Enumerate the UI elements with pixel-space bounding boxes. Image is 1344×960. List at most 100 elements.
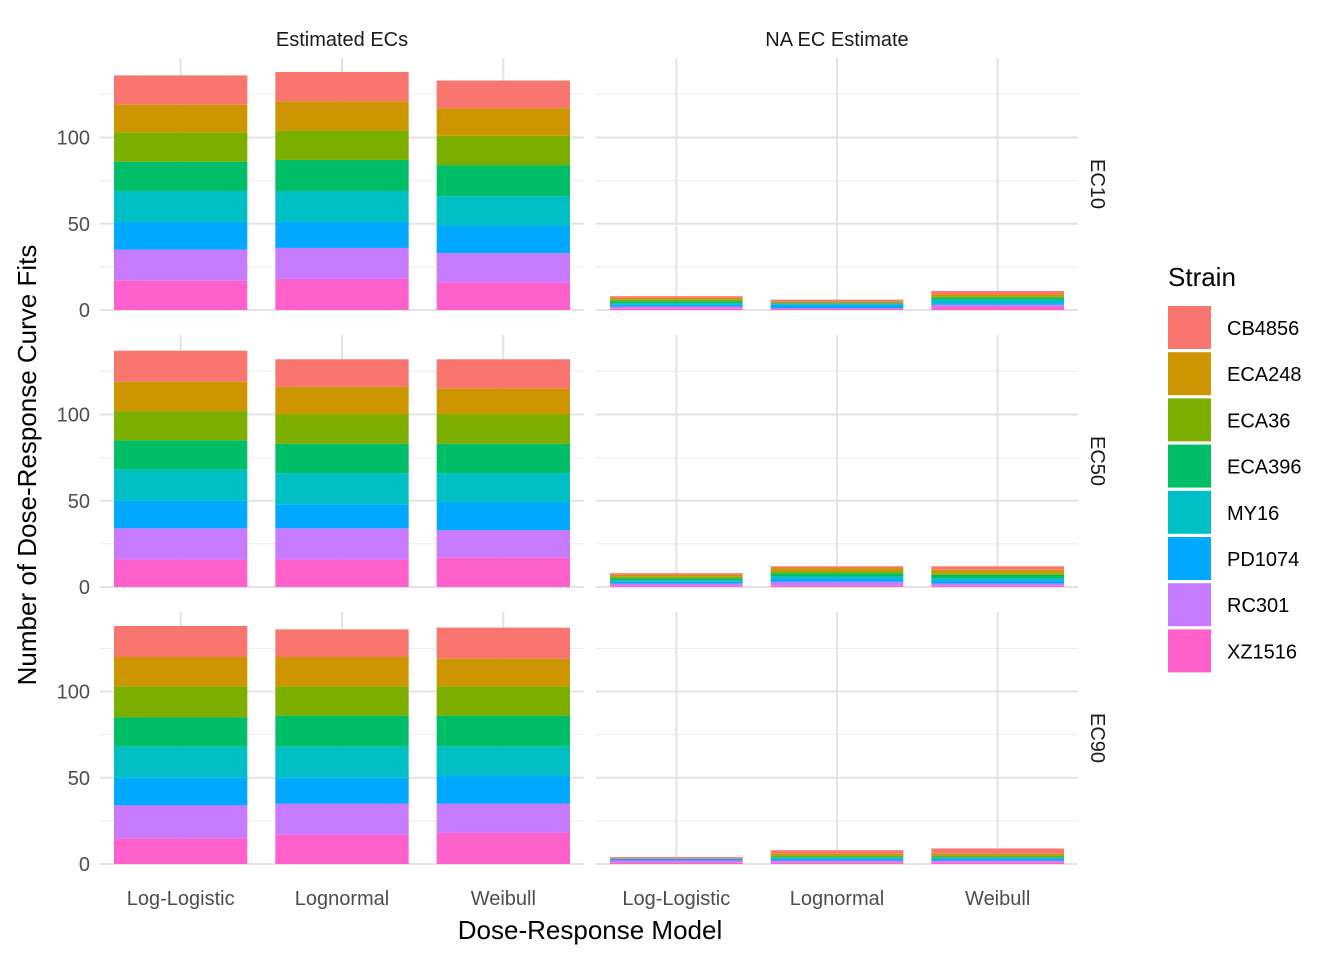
bar-ec10-estimated-ecs-lognormal-eca396: [275, 159, 409, 191]
x-tick-label: Weibull: [471, 888, 536, 910]
bar-ec50-estimated-ecs-lognormal-rc301: [275, 528, 409, 560]
bar-ec90-na-ec-estimate-lognormal-xz1516: [770, 862, 904, 864]
legend-label-eca396: ECA396: [1227, 457, 1302, 479]
legend-label-eca36: ECA36: [1227, 410, 1290, 432]
bar-ec10-estimated-ecs-lognormal-my16: [275, 190, 409, 223]
bar-ec50-na-ec-estimate-log-logistic-rc301: [610, 583, 743, 586]
bar-ec50-estimated-ecs-lognormal-cb4856: [275, 359, 409, 387]
bar-ec90-na-ec-estimate-weibull-cb4856: [931, 848, 1064, 854]
bar-ec90-na-ec-estimate-lognormal-cb4856: [770, 850, 904, 854]
bar-ec50-na-ec-estimate-weibull-my16: [931, 578, 1064, 581]
bar-ec50-na-ec-estimate-lognormal-eca248: [770, 568, 904, 572]
legend-key-rc301: [1168, 583, 1211, 627]
bar-ec50-na-ec-estimate-log-logistic-xz1516: [610, 585, 743, 587]
bar-ec10-na-ec-estimate-log-logistic-eca248: [610, 297, 743, 300]
bar-ec50-na-ec-estimate-lognormal-xz1516: [770, 585, 904, 587]
legend-key-cb4856: [1168, 306, 1211, 349]
bar-ec10-estimated-ecs-weibull-eca36: [436, 135, 570, 166]
bar-ec10-na-ec-estimate-log-logistic-eca36: [610, 299, 743, 302]
bar-ec50-na-ec-estimate-weibull-eca396: [931, 574, 1064, 579]
row-strip-ec90: EC90: [1086, 713, 1108, 763]
bar-ec50-na-ec-estimate-weibull-xz1516: [931, 585, 1064, 587]
bar-ec10-estimated-ecs-weibull-my16: [436, 196, 570, 226]
bar-ec50-estimated-ecs-lognormal-my16: [275, 473, 409, 505]
x-axis-title: Dose-Response Model: [458, 915, 722, 945]
col-strip-na-ec-estimate: NA EC Estimate: [765, 29, 908, 51]
legend-key-my16: [1168, 490, 1211, 534]
bar-ec90-estimated-ecs-lognormal-cb4856: [275, 629, 409, 657]
bar-ec90-na-ec-estimate-weibull-eca248: [931, 853, 1064, 856]
legend-key-eca248: [1168, 352, 1211, 396]
bar-ec10-estimated-ecs-log-logistic-eca36: [114, 132, 248, 162]
bar-ec50-estimated-ecs-weibull-my16: [436, 473, 570, 503]
bar-ec90-na-ec-estimate-weibull-my16: [931, 857, 1064, 859]
legend-title: Strain: [1168, 262, 1236, 292]
bar-ec50-estimated-ecs-lognormal-eca396: [275, 443, 409, 474]
labels: Estimated ECs NA EC Estimate EC10 EC50 EC90 0…: [57, 29, 1108, 910]
y-tick-label: 0: [79, 854, 90, 876]
bar-ec50-estimated-ecs-lognormal-pd1074: [275, 504, 409, 529]
bar-ec50-na-ec-estimate-lognormal-eca36: [770, 571, 904, 574]
bar-ec10-estimated-ecs-lognormal-cb4856: [275, 71, 409, 102]
bar-ec90-estimated-ecs-log-logistic-pd1074: [114, 777, 248, 806]
bar-ec50-estimated-ecs-weibull-eca396: [436, 443, 570, 474]
legend-key-eca36: [1168, 398, 1211, 442]
bar-ec10-na-ec-estimate-weibull-pd1074: [931, 303, 1064, 305]
bar-ec90-estimated-ecs-weibull-xz1516: [436, 832, 570, 864]
bar-ec10-estimated-ecs-log-logistic-cb4856: [114, 75, 248, 105]
bar-ec10-estimated-ecs-weibull-eca248: [436, 108, 570, 136]
bar-ec50-estimated-ecs-log-logistic-my16: [114, 469, 248, 501]
y-tick-label: 100: [57, 405, 90, 427]
y-tick-label: 100: [57, 682, 90, 704]
row-strip-ec10: EC10: [1086, 159, 1108, 209]
bar-ec90-na-ec-estimate-log-logistic-cb4856: [610, 857, 743, 859]
bar-ec10-estimated-ecs-weibull-xz1516: [436, 282, 570, 310]
bar-ec50-na-ec-estimate-log-logistic-eca248: [610, 574, 743, 577]
bar-ec90-estimated-ecs-log-logistic-xz1516: [114, 838, 248, 864]
bar-ec90-na-ec-estimate-lognormal-eca248: [770, 853, 904, 856]
y-tick-label: 100: [57, 128, 90, 150]
bar-ec90-estimated-ecs-weibull-my16: [436, 746, 570, 777]
bar-ec90-na-ec-estimate-lognormal-pd1074: [770, 858, 904, 861]
bar-ec10-na-ec-estimate-weibull-rc301: [931, 304, 1064, 307]
bar-ec90-estimated-ecs-lognormal-rc301: [275, 803, 409, 835]
bar-ec50-estimated-ecs-weibull-pd1074: [436, 502, 570, 531]
bar-ec90-na-ec-estimate-lognormal-eca36: [770, 855, 904, 858]
bar-ec10-estimated-ecs-log-logistic-pd1074: [114, 222, 248, 250]
bar-ec50-na-ec-estimate-lognormal-rc301: [770, 581, 904, 586]
bar-ec90-estimated-ecs-lognormal-pd1074: [275, 777, 409, 804]
bar-ec50-estimated-ecs-weibull-xz1516: [436, 557, 570, 587]
bar-ec10-na-ec-estimate-log-logistic-cb4856: [610, 296, 743, 298]
bar-ec10-estimated-ecs-weibull-pd1074: [436, 225, 570, 254]
legend-label-xz1516: XZ1516: [1227, 641, 1297, 663]
y-tick-label: 50: [68, 768, 90, 790]
bar-ec10-estimated-ecs-log-logistic-xz1516: [114, 280, 248, 310]
bar-ec90-estimated-ecs-lognormal-eca248: [275, 657, 409, 687]
bar-ec90-na-ec-estimate-log-logistic-pd1074: [610, 858, 743, 861]
bar-ec50-na-ec-estimate-weibull-rc301: [931, 583, 1064, 586]
bar-ec10-na-ec-estimate-lognormal-my16: [770, 303, 904, 305]
bar-ec50-na-ec-estimate-weibull-eca248: [931, 569, 1064, 574]
bar-ec10-na-ec-estimate-weibull-eca396: [931, 297, 1064, 300]
bar-ec90-estimated-ecs-log-logistic-eca36: [114, 686, 248, 718]
bar-ec50-estimated-ecs-weibull-cb4856: [436, 359, 570, 389]
y-axis-title: Number of Dose-Response Curve Fits: [12, 245, 42, 686]
bar-ec90-na-ec-estimate-log-logistic-rc301: [610, 860, 743, 863]
bar-ec10-na-ec-estimate-log-logistic-eca396: [610, 301, 743, 304]
bar-ec50-na-ec-estimate-lognormal-cb4856: [770, 566, 904, 569]
bar-ec90-na-ec-estimate-weibull-eca36: [931, 855, 1064, 858]
legend-label-eca248: ECA248: [1227, 364, 1302, 386]
bar-ec10-na-ec-estimate-weibull-cb4856: [931, 291, 1064, 295]
legend: Strain CB4856 ECA248 ECA36 ECA396 MY16 PD1074…: [1168, 262, 1302, 673]
bar-ec10-estimated-ecs-log-logistic-eca396: [114, 161, 248, 191]
bar-ec50-na-ec-estimate-weibull-pd1074: [931, 580, 1064, 584]
bar-ec10-na-ec-estimate-lognormal-xz1516: [770, 308, 904, 310]
bar-ec90-estimated-ecs-weibull-eca248: [436, 658, 570, 687]
bar-ec50-estimated-ecs-log-logistic-cb4856: [114, 350, 248, 382]
bar-ec90-na-ec-estimate-lognormal-rc301: [770, 860, 904, 863]
bar-ec10-estimated-ecs-lognormal-rc301: [275, 247, 409, 279]
bar-ec90-estimated-ecs-lognormal-eca36: [275, 686, 409, 716]
bar-ec50-na-ec-estimate-lognormal-my16: [770, 576, 904, 579]
bar-ec90-estimated-ecs-lognormal-eca396: [275, 715, 409, 747]
